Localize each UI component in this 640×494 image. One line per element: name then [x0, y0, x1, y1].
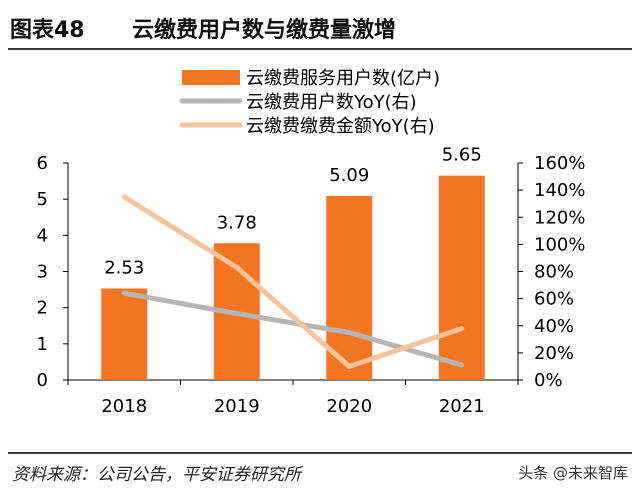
combo-chart: 云缴费服务用户数(亿户)云缴费用户数YoY(右)云缴费缴费金额YoY(右)012…: [37, 68, 586, 417]
legend-label: 云缴费服务用户数(亿户): [246, 68, 440, 89]
y-right-tick-label: 20%: [534, 343, 574, 364]
y-left-tick-label: 1: [37, 334, 48, 355]
y-right-tick-label: 0%: [534, 370, 563, 391]
source-note: 资料来源：公司公告，平安证券研究所: [12, 465, 301, 485]
watermark: 头条 @未来智库: [518, 464, 628, 482]
bar-data-label: 5.09: [329, 165, 369, 186]
bar-data-label: 5.65: [442, 145, 482, 166]
y-right-tick-label: 60%: [534, 289, 574, 310]
y-left-tick-label: 0: [37, 370, 48, 391]
bar: [326, 195, 373, 380]
legend-label: 云缴费用户数YoY(右): [246, 92, 417, 113]
x-tick-label: 2019: [214, 396, 260, 417]
figure-number: 图表48: [10, 18, 85, 43]
bar: [101, 288, 148, 380]
y-left-tick-label: 6: [37, 153, 48, 174]
x-tick-label: 2021: [439, 396, 485, 417]
y-right-tick-label: 80%: [534, 262, 574, 283]
y-left-tick-label: 4: [37, 225, 48, 246]
y-right-tick-label: 140%: [534, 180, 585, 201]
y-right-tick-label: 160%: [534, 153, 585, 174]
chart-title: 云缴费用户数与缴费量激增: [132, 18, 397, 43]
y-left-tick-label: 5: [37, 189, 48, 210]
y-right-tick-label: 40%: [534, 316, 574, 337]
y-left-tick-label: 2: [37, 298, 48, 319]
title-bar: 图表48 云缴费用户数与缴费量激增: [8, 8, 632, 50]
footer: 资料来源：公司公告，平安证券研究所 头条 @未来智库: [8, 452, 632, 488]
y-left-tick-label: 3: [37, 262, 48, 283]
legend-label: 云缴费缴费金额YoY(右): [246, 116, 435, 137]
legend-swatch-bar: [182, 70, 240, 85]
title-rule: [8, 48, 632, 50]
bar-data-label: 3.78: [217, 212, 257, 233]
x-tick-label: 2018: [101, 396, 147, 417]
amount-yoy-line: [121, 194, 465, 369]
bar: [438, 175, 485, 380]
x-tick-label: 2020: [326, 396, 372, 417]
user-yoy-line: [121, 290, 465, 368]
y-right-tick-label: 100%: [534, 234, 585, 255]
y-right-tick-label: 120%: [534, 207, 585, 228]
footer-rule: [8, 452, 632, 454]
bar-data-label: 2.53: [104, 257, 144, 278]
